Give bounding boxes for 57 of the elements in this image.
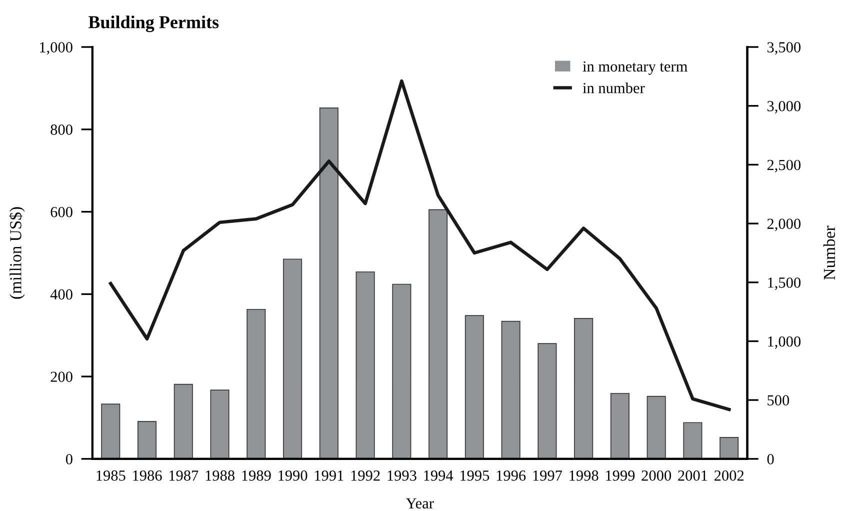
y-tick-label: 800 xyxy=(50,124,72,135)
bar xyxy=(174,384,193,459)
bar xyxy=(101,404,120,459)
x-tick-label: 1993 xyxy=(388,470,416,481)
chart-title: Building Permits xyxy=(88,16,219,32)
y2-tick-label: 500 xyxy=(768,395,790,406)
bar xyxy=(464,315,484,459)
bar xyxy=(138,420,157,459)
bar xyxy=(283,258,302,459)
x-tick-label: 1990 xyxy=(278,470,308,481)
x-tick-label: 2001 xyxy=(678,470,708,481)
y2-tick-label: 2,000 xyxy=(767,218,801,232)
bar xyxy=(610,392,630,459)
y-axis-title: (million US$) xyxy=(9,207,25,299)
x-tick-label: 1992 xyxy=(351,470,380,481)
legend-label: in number xyxy=(582,82,645,94)
y-tick-label: 600 xyxy=(50,206,72,218)
x-tick-label: 1986 xyxy=(133,470,162,481)
y2-tick-label: 1,500 xyxy=(768,278,801,290)
x-tick-label: 1999 xyxy=(606,470,635,481)
bar xyxy=(428,209,448,459)
legend-label: in monetary term xyxy=(582,61,688,75)
x-tick-label: 1988 xyxy=(206,470,234,481)
line-series xyxy=(108,79,731,412)
x-tick-label: 1987 xyxy=(169,470,198,481)
x-axis-title: Year xyxy=(406,498,434,508)
x-tick-label: 1997 xyxy=(533,470,562,481)
x-tick-label: 2000 xyxy=(642,470,672,481)
y-tick-label: 400 xyxy=(50,289,72,300)
bar xyxy=(319,108,338,459)
y2-tick-label: 3,500 xyxy=(767,42,801,55)
y2-tick-label: 0 xyxy=(767,454,774,464)
y-tick-label: 1,000 xyxy=(40,42,72,55)
x-tick-label: 1996 xyxy=(496,470,526,481)
bar xyxy=(246,308,266,459)
x-tick-label: 1994 xyxy=(424,470,454,481)
x-tick-label: 1989 xyxy=(242,470,271,481)
y2-axis-title: Number xyxy=(823,226,836,280)
bar xyxy=(683,422,702,459)
x-tick-label: 2002 xyxy=(714,470,744,481)
y-tick-label: 0 xyxy=(66,454,72,464)
x-tick-label: 1985 xyxy=(96,470,126,481)
bar xyxy=(356,271,375,459)
y2-tick-label: 3,000 xyxy=(767,100,801,114)
bar xyxy=(646,396,666,459)
bar xyxy=(720,437,739,459)
bar xyxy=(392,284,412,459)
bar xyxy=(210,390,230,459)
y-tick-label: 200 xyxy=(50,372,72,382)
bar xyxy=(501,320,520,459)
y2-tick-label: 2,500 xyxy=(767,160,801,172)
y2-tick-label: 1,000 xyxy=(768,336,801,349)
bar xyxy=(538,343,557,459)
bar xyxy=(574,318,594,459)
x-tick-label: 1991 xyxy=(314,470,344,481)
x-tick-label: 1998 xyxy=(570,470,598,481)
x-tick-label: 1995 xyxy=(460,470,490,481)
